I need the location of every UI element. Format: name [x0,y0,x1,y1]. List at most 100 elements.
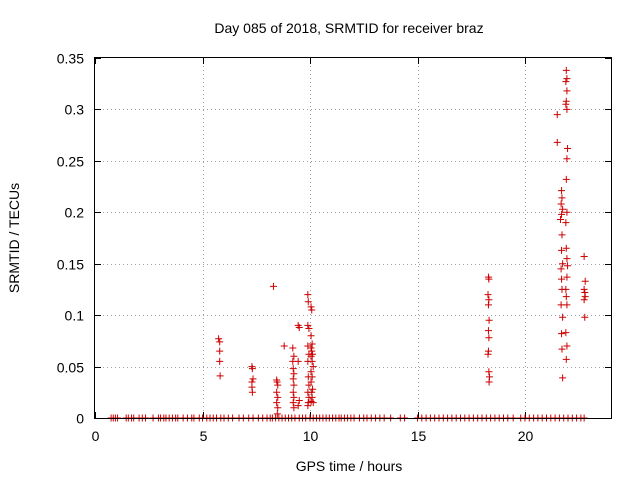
data-point [558,275,566,283]
data-point [308,306,316,314]
data-point [274,381,282,389]
y-tick-label: 0.3 [65,102,85,118]
data-point [564,262,572,270]
data-point [559,205,567,213]
x-tick-label: 10 [303,428,319,444]
data-point [553,138,561,146]
data-point [559,260,567,268]
data-point [307,352,315,360]
data-point [248,365,256,373]
data-point [562,293,570,301]
data-point [309,385,317,393]
data-point [563,208,571,216]
data-points [107,66,589,422]
data-point [273,399,281,407]
data-point [290,404,298,412]
data-point [563,87,571,95]
y-tick-label: 0.2 [65,205,85,221]
data-point [295,323,303,331]
data-point [290,370,298,378]
data-point [563,155,571,163]
data-point [307,378,315,386]
data-point [484,327,492,335]
data-point [563,75,571,83]
data-point [216,347,224,355]
data-point [295,397,303,405]
data-point [485,275,493,283]
data-point [562,219,570,227]
data-point [289,344,297,352]
data-point [273,378,281,386]
data-point [308,393,316,401]
data-point [558,187,566,195]
x-tick-label: 20 [518,428,534,444]
x-tick-label: 5 [200,428,208,444]
y-tick-label: 0 [76,411,84,427]
x-axis-label: GPS time / hours [296,458,403,474]
y-tick-label: 0.25 [57,154,84,170]
data-point [562,329,570,337]
data-point [215,335,223,343]
data-point [557,200,565,208]
data-point [484,350,492,358]
data-point [289,365,297,373]
data-point [580,296,588,304]
data-point [269,282,277,290]
y-tick-label: 0.05 [57,360,84,376]
data-point [484,291,492,299]
data-point [485,334,493,342]
data-point [274,393,282,401]
data-point [309,399,317,407]
data-point [558,246,566,254]
y-tick-label: 0.15 [57,257,84,273]
data-point [294,357,302,365]
data-point [562,100,570,108]
data-point [557,265,565,273]
data-point [563,301,571,309]
data-point [558,194,566,202]
data-point [581,277,589,285]
data-point [562,78,570,86]
data-point [274,404,282,412]
data-point [290,352,298,360]
data-point [304,402,312,410]
data-point [308,373,316,381]
tick-layer: 0 0.05 0.1 0.15 0.2 0.25 0.3 0.35 0 5 10 15 20 [57,51,611,444]
data-point [289,388,297,396]
data-point [289,399,297,407]
data-point [484,301,492,309]
x-tick-label: 0 [92,428,100,444]
x-tick-label: 15 [411,428,427,444]
data-point [216,338,224,346]
data-point [280,342,288,350]
data-point [308,347,316,355]
chart-title: Day 085 of 2018, SRMTID for receiver bra… [214,20,483,36]
data-point [307,332,315,340]
data-point [581,293,589,301]
data-point [304,298,312,306]
data-point [563,342,571,350]
data-point [294,402,302,410]
y-axis-label: SRMTID / TECUs [6,183,22,293]
data-point [273,388,281,396]
data-point [553,111,561,119]
data-point [563,255,571,263]
grid-layer [95,58,611,418]
data-point [558,330,566,338]
data-point [564,145,572,153]
data-point [562,355,570,363]
data-point [248,388,256,396]
data-point [290,393,298,401]
data-point [485,316,493,324]
data-point [581,313,589,321]
data-point [290,381,298,389]
data-point [308,340,316,348]
data-point [216,372,224,380]
data-point [485,368,493,376]
data-point [309,363,317,371]
y-tick-label: 0.1 [65,308,85,324]
data-point [563,105,571,113]
data-point [558,231,566,239]
data-point [249,375,257,383]
